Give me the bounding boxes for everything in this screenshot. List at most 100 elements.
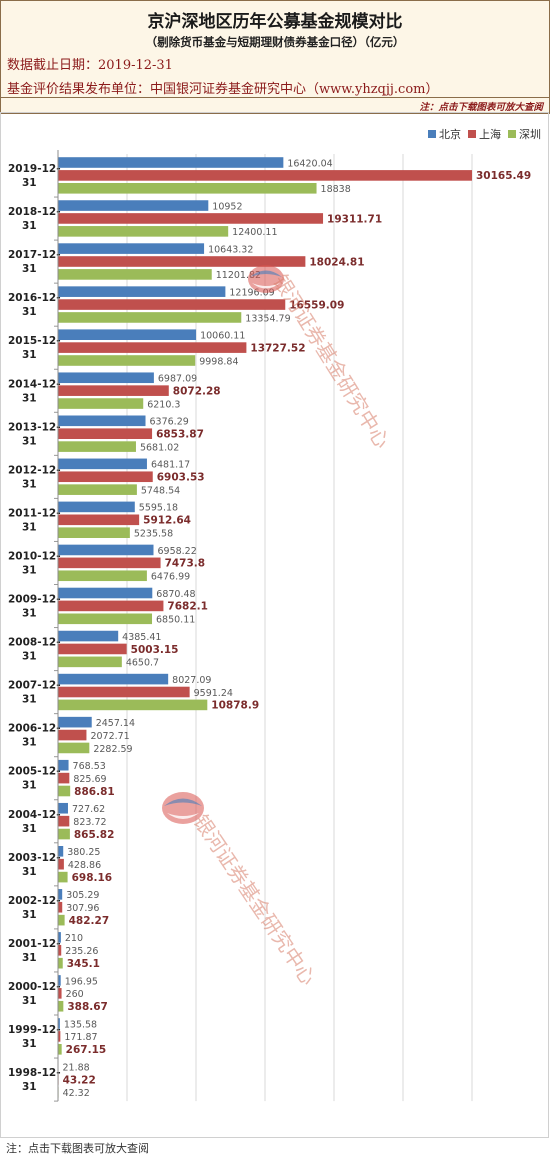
bar — [58, 269, 212, 280]
bar — [58, 1044, 62, 1055]
data-label: 16559.09 — [289, 299, 344, 311]
header-divider — [1, 97, 549, 98]
data-label: 12400.11 — [232, 227, 277, 238]
bar — [58, 312, 242, 323]
category-label: 2000-12- — [8, 981, 61, 993]
category-label: 2019-12- — [8, 163, 61, 175]
category-label: 31 — [22, 823, 37, 835]
category-label: 2002-12- — [8, 895, 61, 907]
bar — [58, 527, 130, 538]
bar — [58, 243, 205, 254]
bar — [58, 914, 65, 926]
legend-swatch — [508, 130, 516, 138]
yinhe-logo-icon — [248, 265, 284, 293]
category-label: 31 — [22, 220, 37, 232]
bar — [58, 484, 137, 495]
category-label: 31 — [22, 349, 37, 361]
category-label: 2016-12- — [8, 292, 61, 304]
bar — [58, 428, 153, 439]
bar — [58, 1000, 64, 1012]
data-label: 825.69 — [73, 774, 106, 785]
category-label: 31 — [22, 737, 37, 749]
bar — [58, 613, 153, 625]
data-label: 11201.82 — [216, 270, 261, 281]
legend-label: 上海 — [479, 127, 501, 141]
bar — [58, 656, 122, 668]
legend-swatch — [428, 130, 436, 138]
data-label: 307.96 — [66, 903, 99, 914]
category-label: 2001-12- — [8, 938, 61, 950]
data-label: 10060.11 — [200, 331, 245, 342]
bar — [58, 871, 68, 883]
data-label: 388.67 — [67, 1001, 108, 1013]
data-label: 6903.53 — [157, 472, 205, 484]
bar — [58, 213, 324, 224]
bar — [58, 200, 209, 211]
category-label: 1998-12- — [8, 1067, 61, 1079]
bar — [58, 415, 146, 427]
data-label: 42.32 — [63, 1088, 90, 1099]
category-label: 1999-12- — [8, 1024, 61, 1036]
data-label: 10952 — [212, 201, 242, 212]
category-label: 31 — [22, 263, 37, 275]
data-label: 2282.59 — [93, 744, 132, 755]
bar — [58, 458, 147, 470]
category-label: 31 — [22, 521, 37, 533]
category-label: 2013-12- — [8, 421, 61, 433]
bar — [58, 673, 169, 685]
category-label: 2015-12- — [8, 335, 61, 347]
category-label: 31 — [22, 608, 37, 620]
bar — [58, 716, 92, 728]
data-label: 6958.22 — [157, 546, 196, 557]
category-label: 2006-12- — [8, 723, 61, 735]
bar — [58, 514, 140, 526]
bar — [58, 643, 127, 655]
data-label: 7682.1 — [167, 601, 208, 613]
bar — [58, 329, 197, 340]
data-label: 9591.24 — [194, 688, 233, 699]
category-label: 31 — [22, 952, 37, 964]
chart-title: 京沪深地区历年公募基金规模对比 — [147, 12, 403, 32]
bar — [58, 932, 61, 943]
category-label: 2018-12- — [8, 206, 61, 218]
category-label: 31 — [22, 995, 37, 1007]
publisher-line: 基金评价结果发布单位：中国银河证券基金研究中心（www.yhzqjj.com） — [7, 82, 439, 97]
bar — [58, 544, 154, 556]
legend-label: 深圳 — [519, 128, 541, 141]
data-label: 18838 — [321, 184, 351, 195]
category-label: 31 — [22, 478, 37, 490]
category-label: 2010-12- — [8, 550, 61, 562]
bar — [58, 785, 71, 797]
bar — [58, 729, 87, 741]
category-label: 31 — [22, 177, 37, 189]
data-label: 19311.71 — [327, 213, 382, 225]
data-label: 9998.84 — [199, 356, 238, 367]
data-label: 267.15 — [66, 1044, 107, 1056]
data-label: 18024.81 — [309, 256, 364, 268]
bar — [58, 299, 286, 310]
category-label: 2005-12- — [8, 766, 61, 778]
category-label: 31 — [22, 651, 37, 663]
bar — [58, 1031, 61, 1042]
data-label: 5003.15 — [131, 644, 179, 656]
chart-border — [0, 112, 549, 1138]
data-label: 6481.17 — [151, 460, 190, 471]
footer-note: 注：点击下载图表可放大查阅 — [6, 1142, 149, 1155]
category-label: 31 — [22, 1038, 37, 1050]
data-label: 260 — [66, 989, 84, 1000]
data-label: 5235.58 — [134, 529, 173, 540]
bar — [58, 183, 317, 194]
bar — [58, 286, 226, 297]
bar — [58, 901, 63, 913]
bar — [58, 802, 68, 814]
bar — [58, 988, 62, 999]
category-label: 2009-12- — [8, 594, 61, 606]
chart-subtitle: （剔除货币基金与短期理财债券基金口径）（亿元） — [145, 35, 405, 49]
bar — [58, 889, 63, 900]
bar — [58, 441, 136, 452]
bar — [58, 600, 164, 612]
bar — [58, 471, 153, 483]
category-label: 31 — [22, 564, 37, 576]
bar — [58, 957, 63, 969]
data-label: 2072.71 — [90, 731, 129, 742]
